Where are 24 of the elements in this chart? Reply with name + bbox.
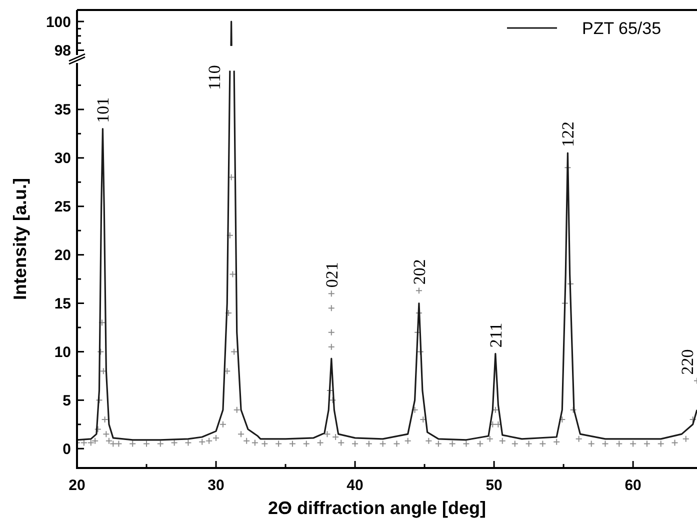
x-tick-label: 60 bbox=[624, 477, 642, 494]
y-tick-label: 35 bbox=[54, 102, 71, 119]
y-tick-label: 0 bbox=[62, 440, 71, 458]
annotation: 220 bbox=[678, 349, 697, 375]
annotation: 122 bbox=[558, 122, 578, 148]
y-axis-title: Intensity [a.u.] bbox=[10, 178, 30, 300]
y-tick-label: 15 bbox=[54, 296, 71, 313]
annotation: 211 bbox=[486, 322, 506, 348]
y-tick-label: 5 bbox=[62, 392, 71, 410]
annotation: 101 bbox=[94, 97, 113, 123]
y-tick-label: 100 bbox=[46, 14, 71, 31]
legend-label: PZT 65/35 bbox=[582, 18, 662, 38]
annotation: 110 bbox=[204, 65, 224, 90]
x-axis-title: 2Θ diffraction angle [deg] bbox=[268, 498, 486, 518]
x-tick-label: 50 bbox=[486, 477, 502, 494]
annotation: 021 bbox=[322, 262, 342, 288]
y-tick-label: 30 bbox=[54, 150, 71, 168]
y-tick-label: 10 bbox=[54, 344, 71, 361]
annotation: 202 bbox=[410, 259, 429, 285]
x-tick-label: 30 bbox=[208, 477, 224, 494]
y-tick-label: 98 bbox=[54, 42, 71, 60]
x-tick-label: 40 bbox=[346, 477, 364, 494]
y-tick-label: 20 bbox=[54, 247, 71, 264]
y-tick-label: 25 bbox=[54, 198, 71, 216]
